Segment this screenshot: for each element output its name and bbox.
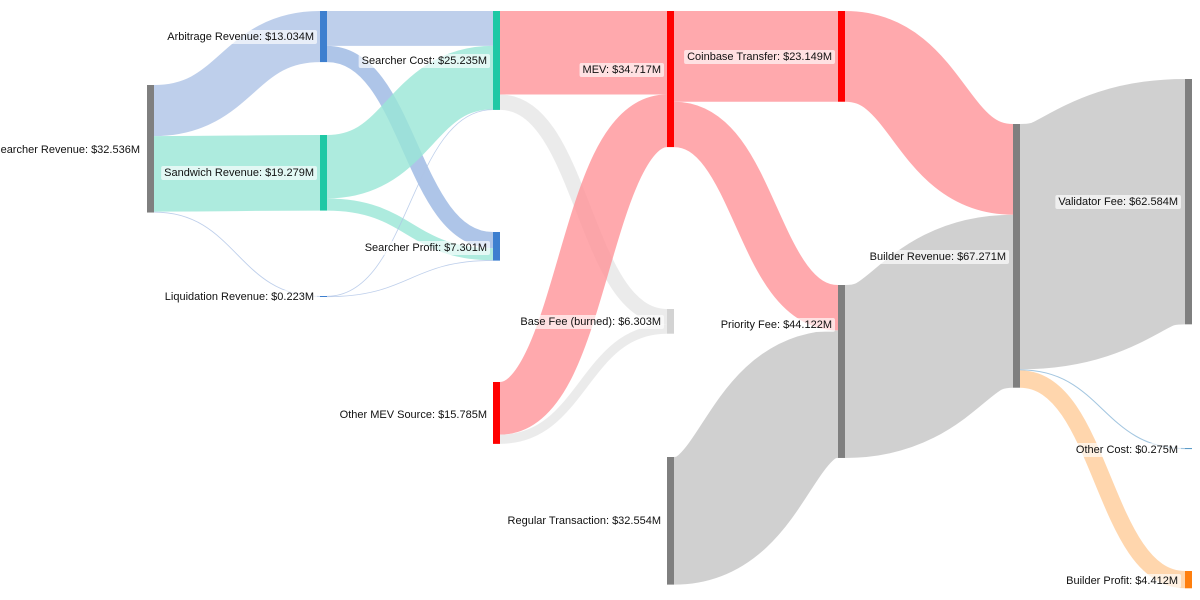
link-sr-liq bbox=[153, 211, 321, 297]
link-liq-sc bbox=[326, 109, 494, 297]
link-pf-br bbox=[840, 214, 1018, 458]
node-label-mev: MEV: $34.717M bbox=[579, 63, 664, 77]
node-oc bbox=[1185, 448, 1192, 450]
label-background bbox=[336, 408, 490, 422]
node-br bbox=[1013, 124, 1020, 388]
nodes-layer bbox=[147, 11, 1192, 589]
node-label-rt: Regular Transaction: $32.554M bbox=[504, 514, 664, 528]
node-label-oc: Other Cost: $0.275M bbox=[1072, 443, 1181, 457]
node-liq bbox=[320, 296, 327, 297]
node-vf bbox=[1185, 79, 1192, 325]
label-background bbox=[1055, 195, 1181, 209]
node-sr bbox=[147, 85, 154, 213]
node-bf bbox=[667, 309, 674, 334]
label-background bbox=[164, 30, 317, 44]
label-background bbox=[866, 250, 1009, 264]
label-background bbox=[504, 514, 664, 528]
node-label-text: Searcher Revenue: $32.536M bbox=[0, 144, 140, 156]
node-label-om: Other MEV Source: $15.785M bbox=[336, 408, 490, 422]
node-label-bf: Base Fee (burned): $6.303M bbox=[517, 315, 664, 329]
node-label-text: Other MEV Source: $15.785M bbox=[340, 409, 487, 421]
label-background bbox=[1063, 574, 1181, 588]
labels-layer: Searcher Revenue: $32.536M Arbitrage Reve… bbox=[0, 30, 1181, 588]
node-label-text: Builder Profit: $4.412M bbox=[1066, 575, 1178, 587]
label-background bbox=[717, 318, 835, 332]
link-sr-arb bbox=[152, 10, 322, 137]
label-background bbox=[579, 63, 664, 77]
node-sp bbox=[493, 232, 500, 261]
node-label-text: Searcher Cost: $25.235M bbox=[362, 55, 487, 67]
node-label-liq: Liquidation Revenue: $0.223M bbox=[161, 290, 317, 304]
node-label-bp: Builder Profit: $4.412M bbox=[1063, 574, 1181, 588]
node-label-text: MEV: $34.717M bbox=[583, 64, 661, 76]
node-label-text: Searcher Profit: $7.301M bbox=[365, 242, 487, 254]
link-ct-br bbox=[841, 10, 1017, 215]
node-arb bbox=[320, 11, 327, 63]
link-sand-sc bbox=[325, 45, 495, 199]
node-pf bbox=[838, 285, 845, 458]
node-label-text: Arbitrage Revenue: $13.034M bbox=[167, 31, 314, 43]
node-label-br: Builder Revenue: $67.271M bbox=[866, 250, 1009, 264]
label-background bbox=[361, 241, 490, 255]
link-om-mev bbox=[496, 94, 671, 435]
node-rt bbox=[667, 457, 674, 585]
node-label-text: Builder Revenue: $67.271M bbox=[870, 251, 1006, 263]
node-sc bbox=[493, 11, 500, 110]
node-label-text: Sandwich Revenue: $19.279M bbox=[164, 167, 314, 179]
node-ct bbox=[838, 11, 845, 102]
node-label-arb: Arbitrage Revenue: $13.034M bbox=[164, 30, 317, 44]
label-background bbox=[1072, 443, 1181, 457]
label-background bbox=[161, 166, 317, 180]
link-om-bf bbox=[499, 324, 668, 444]
label-background bbox=[517, 315, 664, 329]
node-label-sr: Searcher Revenue: $32.536M bbox=[0, 143, 143, 157]
label-background bbox=[0, 143, 143, 157]
link-mev-pf bbox=[671, 101, 841, 331]
node-label-text: Validator Fee: $62.584M bbox=[1058, 196, 1178, 208]
node-label-text: Base Fee (burned): $6.303M bbox=[520, 316, 661, 328]
node-label-sand: Sandwich Revenue: $19.279M bbox=[161, 166, 317, 180]
node-bp bbox=[1185, 571, 1192, 589]
node-label-sc: Searcher Cost: $25.235M bbox=[358, 54, 490, 68]
node-mev bbox=[667, 11, 674, 148]
node-label-sp: Searcher Profit: $7.301M bbox=[361, 241, 490, 255]
node-label-ct: Coinbase Transfer: $23.149M bbox=[684, 50, 835, 64]
link-br-bp bbox=[1019, 370, 1186, 589]
label-background bbox=[161, 290, 317, 304]
node-label-text: Other Cost: $0.275M bbox=[1076, 444, 1178, 456]
node-label-text: Regular Transaction: $32.554M bbox=[508, 515, 661, 527]
link-liq-sp bbox=[326, 260, 494, 298]
node-label-text: Coinbase Transfer: $23.149M bbox=[687, 51, 832, 63]
node-om bbox=[493, 382, 500, 444]
link-rt-pf bbox=[668, 330, 844, 585]
node-label-vf: Validator Fee: $62.584M bbox=[1055, 195, 1181, 209]
node-sand bbox=[320, 135, 327, 211]
node-label-text: Priority Fee: $44.122M bbox=[721, 319, 832, 331]
label-background bbox=[684, 50, 835, 64]
node-label-text: Liquidation Revenue: $0.223M bbox=[165, 291, 314, 303]
node-label-pf: Priority Fee: $44.122M bbox=[717, 318, 835, 332]
label-background bbox=[358, 54, 490, 68]
